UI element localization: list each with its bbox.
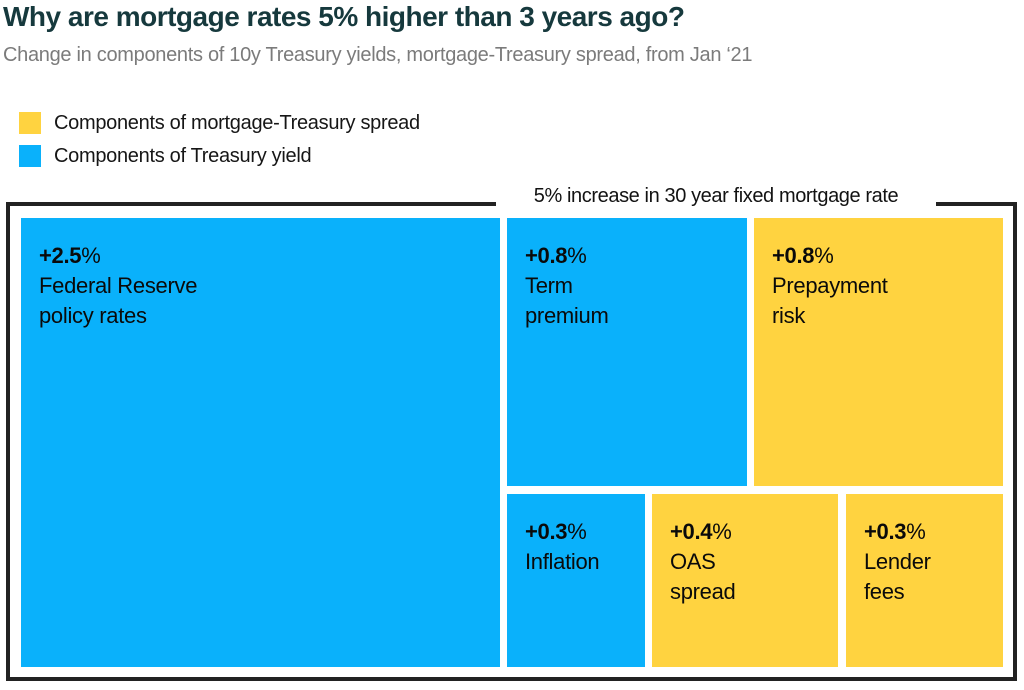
block-value-percent-sign: % bbox=[567, 243, 587, 268]
block-value-percent-sign: % bbox=[906, 519, 926, 544]
block-lender-fees: +0.3% Lender fees bbox=[846, 494, 1003, 667]
block-label-line: Inflation bbox=[525, 549, 600, 574]
legend-swatch-yellow bbox=[19, 112, 41, 134]
block-value-number: +0.3 bbox=[864, 519, 907, 544]
legend-swatch-blue bbox=[19, 145, 41, 167]
block-value-percent-sign: % bbox=[712, 519, 732, 544]
legend-item-mortgage-treasury-spread: Components of mortgage-Treasury spread bbox=[19, 112, 420, 134]
legend-item-treasury-yield: Components of Treasury yield bbox=[19, 145, 420, 167]
block-value: +0.3% bbox=[864, 517, 985, 547]
block-value-percent-sign: % bbox=[81, 243, 101, 268]
block-value-number: +2.5 bbox=[39, 243, 82, 268]
block-label-line: OAS bbox=[670, 549, 716, 574]
block-label-line: policy rates bbox=[39, 303, 147, 328]
block-oas-spread: +0.4% OAS spread bbox=[652, 494, 838, 667]
block-label-line: Lender bbox=[864, 549, 931, 574]
block-value: +0.4% bbox=[670, 517, 820, 547]
block-label-line: premium bbox=[525, 303, 609, 328]
legend: Components of mortgage-Treasury spread C… bbox=[19, 112, 420, 178]
block-value-number: +0.3 bbox=[525, 519, 568, 544]
block-label-line: Prepayment bbox=[772, 273, 888, 298]
block-label-line: Term bbox=[525, 273, 573, 298]
page-subtitle: Change in components of 10y Treasury yie… bbox=[3, 44, 753, 66]
block-prepayment-risk: +0.8% Prepayment risk bbox=[754, 218, 1003, 486]
block-inflation: +0.3% Inflation bbox=[507, 494, 645, 667]
block-label-line: risk bbox=[772, 303, 806, 328]
legend-label: Components of Treasury yield bbox=[54, 144, 312, 167]
block-value-number: +0.8 bbox=[772, 243, 815, 268]
block-value: +0.8% bbox=[772, 241, 985, 271]
page-title: Why are mortgage rates 5% higher than 3 … bbox=[3, 1, 685, 32]
block-label-line: fees bbox=[864, 579, 905, 604]
annotation-total-label: 5% increase in 30 year fixed mortgage ra… bbox=[533, 185, 899, 207]
legend-label: Components of mortgage-Treasury spread bbox=[54, 111, 420, 134]
block-label-line: spread bbox=[670, 579, 736, 604]
block-value: +2.5% bbox=[39, 241, 482, 271]
block-term-premium: +0.8% Term premium bbox=[507, 218, 747, 486]
block-value-number: +0.4 bbox=[670, 519, 713, 544]
block-value-percent-sign: % bbox=[814, 243, 834, 268]
block-value-number: +0.8 bbox=[525, 243, 568, 268]
block-label-line: Federal Reserve bbox=[39, 273, 198, 298]
block-value: +0.3% bbox=[525, 517, 627, 547]
block-federal-reserve-policy-rates: +2.5% Federal Reserve policy rates bbox=[21, 218, 500, 667]
block-value-percent-sign: % bbox=[567, 519, 587, 544]
block-value: +0.8% bbox=[525, 241, 729, 271]
annotation-mask bbox=[496, 199, 936, 209]
